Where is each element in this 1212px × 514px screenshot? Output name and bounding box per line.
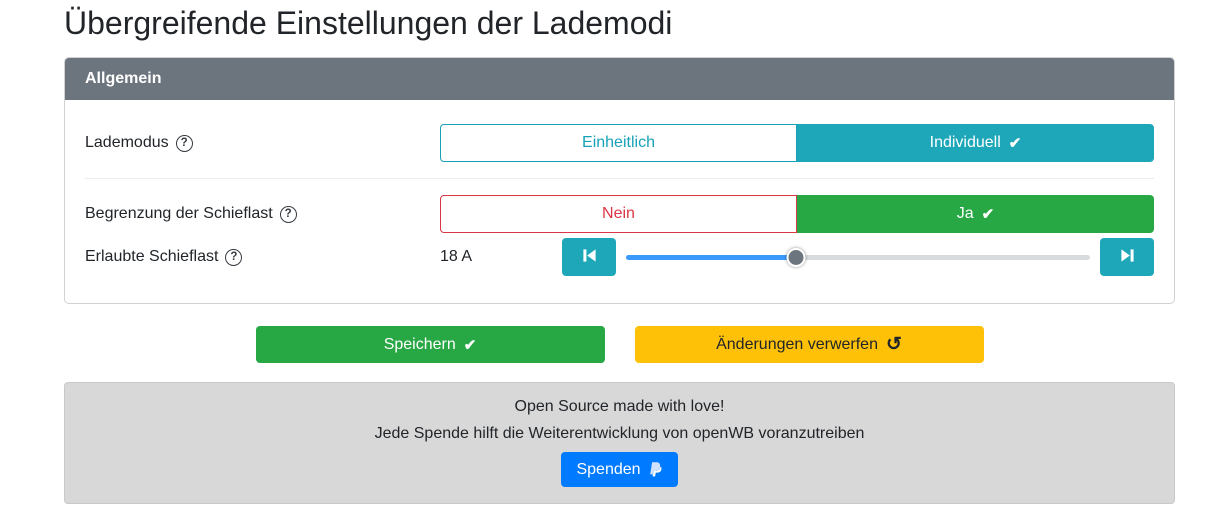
schieflast-ja-label: Ja — [956, 205, 974, 222]
discard-changes-button[interactable]: Änderungen verwerfen ↺ — [634, 326, 984, 363]
action-buttons-row: Speichern ✔ Änderungen verwerfen ↺ — [64, 326, 1175, 363]
help-icon[interactable]: ? — [279, 205, 297, 223]
slider-min-button[interactable] — [562, 238, 616, 276]
page-title: Übergreifende Einstellungen der Lademodi — [64, 5, 673, 41]
lademodus-einheitlich-button[interactable]: Einheitlich — [440, 124, 797, 162]
skip-to-end-icon — [1120, 248, 1135, 266]
save-button[interactable]: Speichern ✔ — [255, 326, 605, 363]
schieflast-slider-controls: 18 A — [440, 238, 1154, 276]
lademodus-einheitlich-label: Einheitlich — [582, 134, 655, 151]
donate-button[interactable]: Spenden — [561, 452, 678, 487]
discard-button-label: Änderungen verwerfen — [716, 335, 878, 353]
check-icon: ✔ — [463, 336, 477, 354]
help-icon[interactable]: ? — [175, 134, 193, 152]
row-lademodus: Lademodus ? Einheitlich Individuell ✔ — [85, 124, 1154, 162]
save-button-label: Speichern — [383, 335, 456, 353]
help-icon[interactable]: ? — [225, 248, 243, 266]
slider-thumb[interactable] — [786, 248, 806, 267]
paypal-icon — [648, 461, 663, 478]
lademodus-individuell-label: Individuell — [929, 134, 1001, 151]
footer-line1: Open Source made with love! — [514, 398, 725, 415]
schieflast-slider-label-group: Erlaubte Schieflast ? — [85, 248, 440, 266]
lademodus-individuell-button[interactable]: Individuell ✔ — [797, 124, 1154, 162]
schieflast-nein-label: Nein — [602, 205, 635, 222]
donation-footer: Open Source made with love! Jede Spende … — [64, 382, 1175, 504]
card-header-allgemein: Allgemein — [65, 58, 1174, 100]
row-divider — [85, 178, 1154, 179]
schieflast-slider[interactable] — [626, 247, 1090, 267]
schieflast-nein-button[interactable]: Nein — [440, 195, 797, 233]
lademodus-toggle-group: Einheitlich Individuell ✔ — [440, 124, 1154, 162]
lademodus-controls: Einheitlich Individuell ✔ — [440, 124, 1154, 162]
schieflast-toggle-label-group: Begrenzung der Schieflast ? — [85, 205, 440, 223]
row-schieflast-toggle: Begrenzung der Schieflast ? Nein Ja ✔ — [85, 195, 1154, 233]
skip-to-start-icon — [582, 248, 597, 266]
card-body: Lademodus ? Einheitlich Individuell ✔ — [65, 100, 1174, 303]
lademodus-label-group: Lademodus ? — [85, 134, 440, 152]
slider-track[interactable] — [626, 255, 1090, 260]
check-icon: ✔ — [981, 206, 995, 223]
page-container: Übergreifende Einstellungen der Lademodi… — [64, 0, 1175, 504]
row-schieflast-slider: Erlaubte Schieflast ? 18 A — [85, 238, 1154, 276]
schieflast-slider-label: Erlaubte Schieflast — [85, 248, 219, 265]
check-icon: ✔ — [1008, 135, 1022, 152]
settings-card: Allgemein Lademodus ? Einheitlich Indivi… — [64, 57, 1175, 304]
schieflast-toggle-controls: Nein Ja ✔ — [440, 195, 1154, 233]
lademodus-label: Lademodus — [85, 134, 169, 151]
schieflast-toggle-label: Begrenzung der Schieflast — [85, 205, 273, 222]
donate-button-label: Spenden — [576, 460, 641, 478]
schieflast-ja-button[interactable]: Ja ✔ — [797, 195, 1154, 233]
footer-line2: Jede Spende hilft die Weiterentwicklung … — [374, 425, 865, 442]
undo-icon: ↺ — [885, 334, 902, 355]
schieflast-current-value: 18 A — [440, 248, 473, 265]
schieflast-toggle-group: Nein Ja ✔ — [440, 195, 1154, 233]
slider-max-button[interactable] — [1100, 238, 1154, 276]
slider-fill — [626, 255, 797, 260]
